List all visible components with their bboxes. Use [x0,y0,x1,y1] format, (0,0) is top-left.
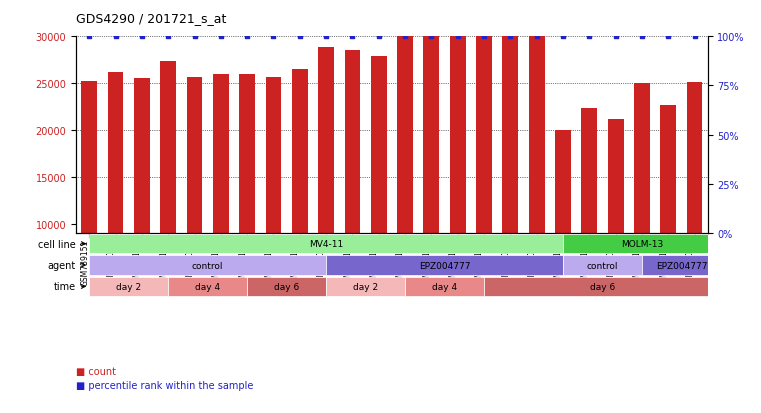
Text: control: control [587,261,618,270]
Text: MV4-11: MV4-11 [309,240,343,249]
FancyBboxPatch shape [563,256,642,275]
Bar [134,79,150,233]
Point [689,34,701,40]
Text: day 2: day 2 [353,282,378,291]
Bar [213,75,229,233]
Point [320,34,333,40]
Text: ■ count: ■ count [76,366,116,376]
Point [162,34,174,40]
Bar [661,105,677,233]
Bar [476,0,492,233]
Point [425,34,438,40]
Bar [608,119,623,233]
FancyBboxPatch shape [326,256,563,275]
Point [241,34,253,40]
Point [135,34,148,40]
Text: EPZ004777: EPZ004777 [419,261,470,270]
FancyBboxPatch shape [89,277,168,296]
FancyBboxPatch shape [484,277,721,296]
Bar [266,77,282,233]
Bar [239,75,255,233]
FancyBboxPatch shape [89,235,563,254]
Point [583,34,595,40]
Bar [634,84,650,233]
Text: day 6: day 6 [274,282,299,291]
Bar [502,0,518,233]
Point [215,34,227,40]
Bar [108,73,123,233]
FancyBboxPatch shape [405,277,484,296]
Text: time: time [54,282,85,292]
Text: cell line: cell line [38,239,85,249]
Point [478,34,490,40]
Point [505,34,517,40]
Text: day 2: day 2 [116,282,142,291]
Bar [423,14,439,233]
Point [662,34,674,40]
Point [189,34,201,40]
Point [530,34,543,40]
Bar [529,10,545,233]
Text: EPZ004777: EPZ004777 [656,261,707,270]
Text: day 4: day 4 [432,282,457,291]
Text: ■ percentile rank within the sample: ■ percentile rank within the sample [76,380,253,390]
Text: control: control [192,261,224,270]
Bar [318,47,334,233]
Bar [186,78,202,233]
Point [267,34,279,40]
FancyBboxPatch shape [326,277,405,296]
Bar [450,23,466,233]
Bar [81,82,97,233]
Point [557,34,569,40]
Text: day 4: day 4 [195,282,220,291]
Text: day 6: day 6 [590,282,615,291]
Bar [397,23,413,233]
Text: MOLM-13: MOLM-13 [621,240,663,249]
Bar [161,62,176,233]
Point [373,34,385,40]
FancyBboxPatch shape [563,235,721,254]
Point [636,34,648,40]
Bar [581,109,597,233]
FancyBboxPatch shape [89,256,326,275]
Text: agent: agent [48,261,85,271]
Text: GDS4290 / 201721_s_at: GDS4290 / 201721_s_at [76,12,227,25]
Point [399,34,411,40]
Point [451,34,463,40]
FancyBboxPatch shape [247,277,326,296]
Bar [345,51,361,233]
Bar [292,70,307,233]
FancyBboxPatch shape [168,277,247,296]
Point [110,34,122,40]
Bar [371,57,387,233]
Bar [686,83,702,233]
Point [294,34,306,40]
Point [346,34,358,40]
Point [610,34,622,40]
Point [83,34,95,40]
FancyBboxPatch shape [642,256,721,275]
Bar [555,131,571,233]
